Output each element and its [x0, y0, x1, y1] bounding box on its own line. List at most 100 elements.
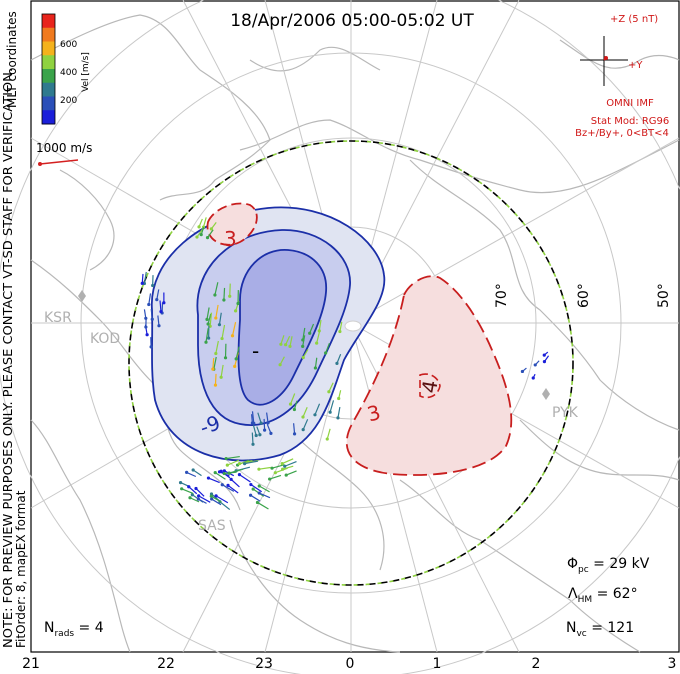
imf-source: OMNI IMF	[606, 98, 654, 109]
velocity-vector-origin	[234, 309, 238, 313]
velocity-vector-origin	[284, 343, 288, 347]
velocity-vector	[326, 428, 331, 440]
velocity-vector	[281, 458, 294, 465]
velocity-vector	[227, 484, 239, 494]
velocity-vector-origin	[201, 225, 206, 229]
imf-dial	[580, 36, 628, 86]
lat-label-70: 70°	[494, 283, 510, 308]
velocity-vector-origin	[279, 342, 283, 346]
velocity-vector	[258, 485, 270, 493]
velocity-vector-origin	[223, 356, 228, 360]
velocity-vector	[207, 229, 214, 239]
velocity-vector-origin	[230, 334, 235, 338]
velocity-vector-origin	[150, 317, 154, 321]
velocity-vector-origin	[195, 235, 199, 239]
contour-label-pos-inner: 4	[417, 378, 443, 395]
velocity-vector-origin	[205, 317, 209, 321]
velocity-vector-origin	[251, 442, 255, 446]
velocity-vector-origin	[283, 464, 287, 468]
velocity-vector-origin	[196, 497, 200, 501]
velocity-vector-origin	[178, 480, 183, 485]
fit-order-note: FitOrder: 8, mapEX format	[14, 490, 28, 648]
velocity-vector-origin	[288, 402, 293, 406]
velocity-vector	[220, 470, 231, 479]
preview-note: NOTE: FOR PREVIEW PURPOSES ONLY. PLEASE …	[1, 68, 15, 648]
velocity-vector	[214, 472, 226, 480]
velocity-vector	[198, 495, 211, 503]
velocity-vector	[214, 373, 217, 386]
velocity-vector-origin	[252, 421, 256, 425]
velocity-vector	[257, 412, 262, 424]
velocity-vector-origin	[284, 473, 288, 477]
velocity-vector-origin	[229, 477, 233, 481]
velocity-vector	[181, 488, 194, 494]
velocity-vector	[314, 403, 321, 416]
velocity-vector	[314, 357, 318, 369]
velocity-vector-origin	[266, 421, 270, 425]
velocity-vector-origin	[188, 496, 192, 500]
velocity-vector-origin	[258, 433, 262, 437]
stat-lambda-hm: ΛHM = 62°	[568, 586, 638, 605]
velocity-vector	[213, 356, 217, 370]
velocity-vector-origin	[533, 363, 537, 367]
velocity-vector	[231, 321, 237, 336]
colorbar-swatch	[42, 110, 55, 125]
velocity-vector	[226, 455, 240, 460]
velocity-vector-origin	[268, 477, 272, 481]
velocity-vector-origin	[220, 336, 224, 341]
velocity-vector	[235, 346, 240, 359]
velocity-vector-origin	[301, 415, 305, 419]
negative-potential-cell	[151, 206, 386, 462]
velocity-vector	[215, 495, 229, 504]
velocity-vector-origin	[227, 471, 231, 475]
velocity-vector	[143, 271, 147, 284]
velocity-vector-origin	[144, 325, 148, 329]
colorbar-swatch	[42, 96, 55, 111]
velocity-vector-origin	[222, 469, 226, 473]
velocity-vector	[257, 501, 269, 510]
velocity-vector-origin	[249, 482, 253, 487]
velocity-vector	[284, 461, 297, 467]
stat-n-rads: Nrads = 4	[44, 620, 104, 639]
mlt-label-21: 21	[22, 656, 40, 672]
velocity-vector	[309, 323, 315, 334]
velocity-vector-origin	[214, 351, 218, 356]
mlt-label-23: 23	[255, 656, 273, 672]
velocity-vector-origin	[313, 366, 318, 370]
stations: KSR KOD PYK SAS	[44, 290, 579, 534]
velocity-vector	[336, 353, 342, 364]
lat-label-60: 60°	[576, 283, 592, 308]
velocity-vector-origin	[257, 467, 261, 471]
colorbar-tick-200: 200	[60, 96, 77, 106]
velocity-vector	[285, 470, 297, 476]
velocity-vector	[157, 315, 160, 326]
velocity-vector	[186, 471, 197, 478]
velocity-vector-origin	[185, 470, 189, 474]
velocity-vector-origin	[224, 456, 228, 461]
velocity-vector	[215, 304, 219, 319]
scale-vector	[39, 159, 79, 165]
velocity-vector	[325, 342, 330, 354]
velocity-vector	[205, 328, 209, 343]
velocity-vector-origin	[542, 353, 546, 357]
velocity-vector	[215, 340, 219, 354]
imf-z-label: +Z (5 nT)	[610, 14, 658, 25]
velocity-vector-origin	[213, 471, 217, 475]
velocity-vector	[156, 289, 160, 300]
colorbar-swatch	[42, 82, 55, 97]
mlt-label-1: 1	[433, 656, 442, 672]
colorbar-swatch	[42, 14, 55, 29]
imf-y-label: +Y	[628, 60, 643, 71]
velocity-vector-origin	[280, 462, 284, 466]
velocity-vector-origin	[191, 468, 195, 472]
velocity-vector-origin	[225, 463, 229, 467]
velocity-vectors	[140, 217, 550, 511]
mlt-label-0: 0	[346, 656, 355, 672]
imf-info: +Z (5 nT) +Y OMNI IMF Stat Mod: RG96 Bz+…	[575, 14, 669, 139]
velocity-vector	[218, 312, 222, 325]
velocity-vector	[207, 313, 212, 325]
velocity-vector	[316, 331, 321, 344]
velocity-vector	[269, 474, 282, 480]
station-ksr: KSR	[44, 310, 72, 326]
velocity-vector	[302, 327, 306, 341]
